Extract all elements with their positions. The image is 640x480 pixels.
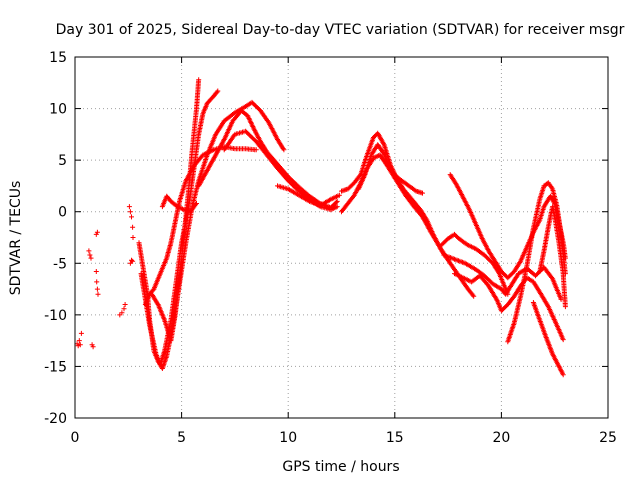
series-track-8 — [275, 183, 342, 208]
chart-title: Day 301 of 2025, Sidereal Day-to-day VTE… — [56, 22, 625, 38]
series-track-6 — [196, 108, 340, 211]
ticks-layer: 0 5 10 15 20 25 -20 -15 -10 -5 0 5 10 15 — [44, 50, 617, 446]
y-tick-label: 10 — [49, 102, 67, 118]
series-track-11 — [356, 142, 425, 196]
y-tick-label: -20 — [44, 411, 67, 427]
series-early-scatter — [74, 204, 136, 350]
y-tick-label: 5 — [58, 153, 67, 169]
data-markers — [138, 88, 221, 367]
y-tick-label: -10 — [44, 308, 67, 324]
x-tick-label: 15 — [386, 430, 404, 446]
x-tick-label: 20 — [492, 430, 510, 446]
y-axis-label: SDTVAR / TECUs — [8, 181, 24, 296]
data-markers — [142, 144, 259, 307]
series-track-4 — [142, 144, 259, 307]
data-markers — [136, 99, 287, 371]
x-axis-label: GPS time / hours — [282, 459, 399, 475]
y-tick-label: -15 — [44, 359, 67, 375]
series-track-7 — [221, 128, 340, 213]
data-markers — [339, 152, 449, 260]
x-tick-label: 0 — [71, 430, 80, 446]
data-markers — [356, 142, 425, 196]
data-markers — [74, 204, 136, 350]
data-markers — [196, 108, 340, 211]
series-track-18 — [530, 300, 566, 378]
grid-layer — [75, 57, 608, 418]
series-track-12 — [439, 231, 511, 297]
x-tick-label: 25 — [599, 430, 617, 446]
series-track-17 — [537, 204, 568, 310]
series-track-2 — [138, 88, 221, 367]
series-track-1 — [136, 99, 287, 371]
data-markers — [537, 204, 568, 310]
data-markers — [530, 300, 566, 378]
data-markers — [275, 183, 342, 208]
data-markers — [159, 193, 199, 215]
x-tick-label: 5 — [177, 430, 186, 446]
data-markers — [505, 180, 568, 345]
data-markers — [439, 231, 511, 297]
plot-frame — [74, 56, 609, 419]
y-tick-label: -5 — [53, 256, 67, 272]
data-markers — [221, 128, 340, 213]
y-tick-label: 15 — [49, 50, 67, 66]
y-tick-label: 0 — [58, 205, 67, 221]
series-track-5 — [159, 193, 199, 215]
x-tick-label: 10 — [279, 430, 297, 446]
series-track-10 — [339, 152, 449, 260]
series-track-16 — [505, 180, 568, 345]
data-layer — [74, 77, 568, 378]
